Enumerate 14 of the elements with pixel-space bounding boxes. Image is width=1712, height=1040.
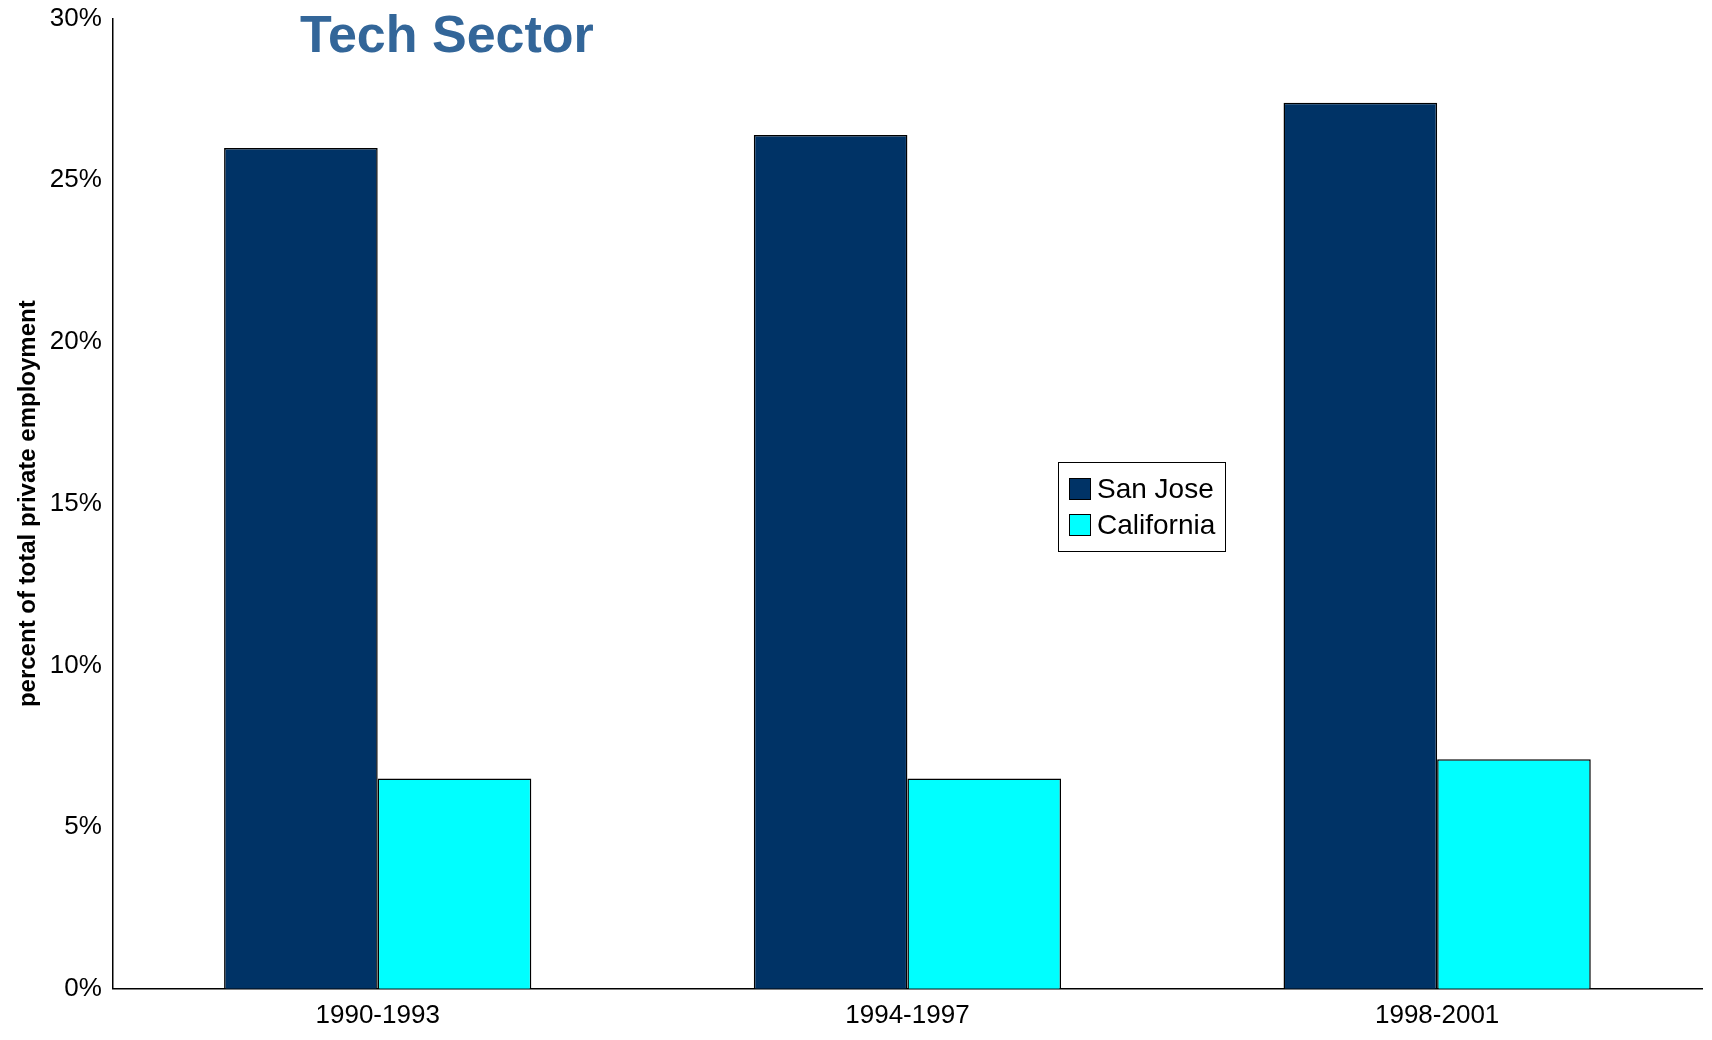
x-tick-label: 1990-1993 <box>315 998 440 1029</box>
y-tick-label: 15% <box>49 486 102 517</box>
legend-label: San Jose <box>1097 473 1214 505</box>
y-axis-title: percent of total private employment <box>13 300 41 708</box>
x-tick-label: 1998-2001 <box>1374 998 1500 1029</box>
chart-title: Tech Sector <box>300 4 594 64</box>
legend-label: California <box>1097 509 1216 541</box>
y-tick-label: 10% <box>49 648 102 679</box>
y-tick-label: 5% <box>64 810 102 841</box>
y-tick-label: 30% <box>49 1 102 32</box>
x-tick-label: 1994-1997 <box>845 998 970 1029</box>
y-tick-label: 25% <box>49 163 102 194</box>
y-tick-label: 0% <box>64 971 102 1002</box>
y-tick-label: 20% <box>49 325 102 356</box>
